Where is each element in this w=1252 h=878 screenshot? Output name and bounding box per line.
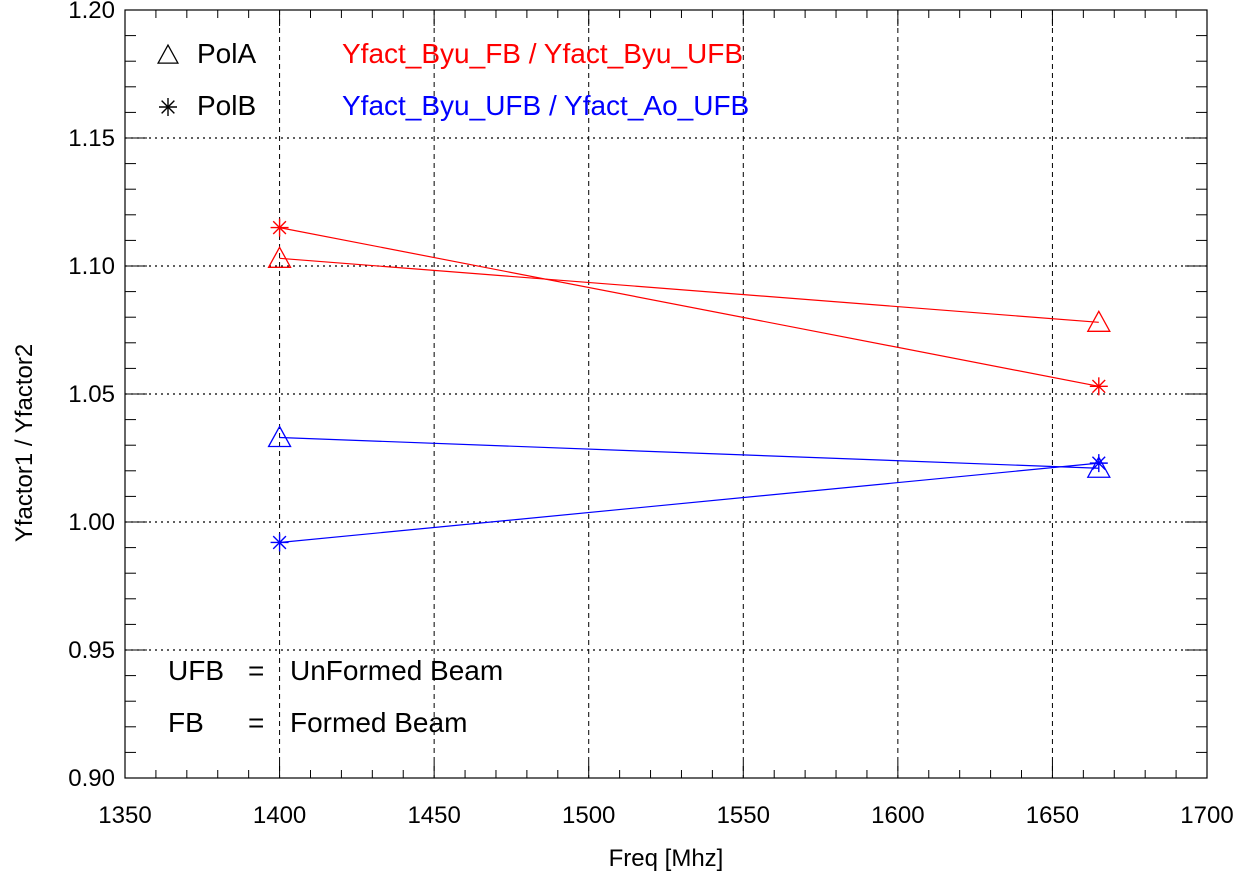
data-point-triangle — [267, 245, 292, 268]
annotation-text: UnFormed Beam — [290, 655, 503, 686]
annotations: UFB = UnFormed Beam FB = Formed Beam — [168, 655, 503, 738]
data-series — [267, 218, 1111, 552]
series-red-pola — [267, 245, 1111, 332]
series-line — [279, 227, 1099, 387]
x-tick-label: 1400 — [253, 802, 306, 829]
axis-ticks — [124, 9, 1208, 779]
series-line — [279, 436, 1099, 469]
annotation-equals: = — [248, 707, 264, 738]
x-tick-label: 1500 — [562, 802, 615, 829]
legend-series-label: Yfact_Byu_FB / Yfact_Byu_UFB — [342, 38, 743, 69]
legend-series-label: Yfact_Byu_UFB / Yfact_Ao_UFB — [342, 90, 749, 121]
legend: PolA PolB Yfact_Byu_FB / Yfact_Byu_UFB Yfac… — [157, 38, 749, 121]
legend-marker-asterisk — [159, 98, 177, 116]
data-point-asterisk — [1089, 454, 1108, 473]
series-line — [279, 462, 1099, 544]
grid-lines — [125, 10, 1207, 778]
legend-marker-label: PolA — [197, 38, 256, 69]
data-point-triangle — [1086, 309, 1111, 332]
legend-marker-label: PolB — [197, 90, 256, 121]
data-point-triangle — [1086, 455, 1111, 478]
data-point-triangle — [267, 425, 292, 448]
annotation-text: Formed Beam — [290, 707, 467, 738]
y-tick-label: 1.15 — [68, 125, 115, 152]
x-tick-label: 1550 — [717, 802, 770, 829]
data-point-asterisk — [270, 533, 289, 552]
x-tick-label: 1350 — [98, 802, 151, 829]
x-axis-label: Freq [Mhz] — [609, 845, 724, 872]
y-tick-label: 0.95 — [68, 637, 115, 664]
legend-marker-triangle — [157, 43, 179, 64]
annotation-abbr: UFB — [168, 655, 224, 686]
y-tick-label: 1.10 — [68, 253, 115, 280]
y-axis-label: Yfactor1 / Yfactor2 — [11, 344, 38, 542]
y-tick-label: 0.90 — [68, 765, 115, 792]
annotation-abbr: FB — [168, 707, 204, 738]
series-blue-polb — [270, 454, 1108, 552]
x-tick-label: 1700 — [1180, 802, 1233, 829]
y-tick-label: 1.05 — [68, 381, 115, 408]
series-blue-pola — [267, 425, 1111, 478]
tick-labels: 1350 1400 1450 1500 1550 1600 1650 1700 0.90 0.95… — [68, 0, 1233, 829]
x-tick-label: 1600 — [871, 802, 924, 829]
x-tick-label: 1450 — [407, 802, 460, 829]
x-tick-label: 1650 — [1026, 802, 1079, 829]
y-tick-label: 1.00 — [68, 509, 115, 536]
data-point-asterisk — [270, 218, 289, 237]
data-point-asterisk — [1089, 377, 1108, 396]
series-red-polb — [270, 218, 1108, 396]
series-line — [279, 257, 1099, 323]
y-tick-label: 1.20 — [68, 0, 115, 24]
annotation-equals: = — [248, 655, 264, 686]
